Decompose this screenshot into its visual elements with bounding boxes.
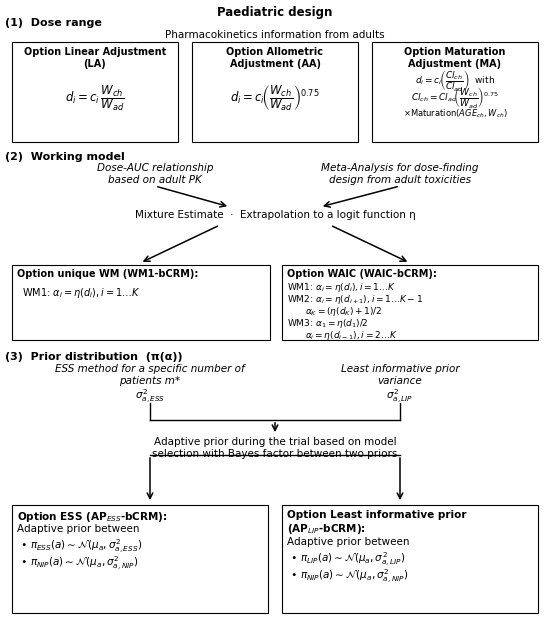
FancyBboxPatch shape <box>282 265 538 340</box>
Text: $\bullet$: $\bullet$ <box>20 538 27 548</box>
FancyBboxPatch shape <box>282 505 538 613</box>
Text: Option Maturation
Adjustment (MA): Option Maturation Adjustment (MA) <box>404 47 505 69</box>
Text: $\sigma^2_{a,ESS}$: $\sigma^2_{a,ESS}$ <box>135 388 165 406</box>
FancyBboxPatch shape <box>192 42 358 142</box>
Text: $\bullet$: $\bullet$ <box>290 551 297 561</box>
Text: Option unique WM (WM1-bCRM):: Option unique WM (WM1-bCRM): <box>17 269 199 279</box>
Text: ESS method for a specific number of: ESS method for a specific number of <box>55 364 245 374</box>
Text: $\pi_{NIP}(a){\sim}\mathcal{N}(\mu_a, \sigma^2_{a,NIP})$: $\pi_{NIP}(a){\sim}\mathcal{N}(\mu_a, \s… <box>300 568 409 586</box>
FancyBboxPatch shape <box>12 505 268 613</box>
Text: $d_i = c_i\,\dfrac{W_{ch}}{W_{ad}}$: $d_i = c_i\,\dfrac{W_{ch}}{W_{ad}}$ <box>65 83 125 113</box>
Text: $\alpha_K = (\eta(d_K) + 1)/2$: $\alpha_K = (\eta(d_K) + 1)/2$ <box>305 305 382 318</box>
Text: WM1: $\alpha_i = \eta(d_i), i = 1 \ldots K$: WM1: $\alpha_i = \eta(d_i), i = 1 \ldots… <box>287 281 396 294</box>
Text: (2)  Working model: (2) Working model <box>5 152 125 162</box>
Text: $\sigma^2_{a,LIP}$: $\sigma^2_{a,LIP}$ <box>386 388 414 406</box>
Text: $\pi_{NIP}(a){\sim}\mathcal{N}(\mu_a, \sigma^2_{a,NIP})$: $\pi_{NIP}(a){\sim}\mathcal{N}(\mu_a, \s… <box>30 555 139 573</box>
Text: Dose-AUC relationship
based on adult PK: Dose-AUC relationship based on adult PK <box>97 163 213 185</box>
Text: $\pi_{LIP}(a){\sim}\mathcal{N}(\mu_a, \sigma^2_{a,LIP})$: $\pi_{LIP}(a){\sim}\mathcal{N}(\mu_a, \s… <box>300 551 406 569</box>
Text: Option Allometric
Adjustment (AA): Option Allometric Adjustment (AA) <box>227 47 323 69</box>
Text: WM3: $\alpha_1 = \eta(d_1)/2$: WM3: $\alpha_1 = \eta(d_1)/2$ <box>287 317 368 330</box>
Text: Pharmacokinetics information from adults: Pharmacokinetics information from adults <box>165 30 385 40</box>
Text: $Cl_{ch} = Cl_{ad}\!\left(\dfrac{W_{ch}}{W_{ad}}\right)^{0.75}$: $Cl_{ch} = Cl_{ad}\!\left(\dfrac{W_{ch}}… <box>411 85 499 110</box>
FancyBboxPatch shape <box>12 42 178 142</box>
Text: (3)  Prior distribution  (π(α)): (3) Prior distribution (π(α)) <box>5 352 183 362</box>
Text: Paediatric design: Paediatric design <box>217 6 333 19</box>
Text: Least informative prior: Least informative prior <box>340 364 459 374</box>
Text: $\times\mathrm{Maturation}(AGE_{ch},W_{ch})$: $\times\mathrm{Maturation}(AGE_{ch},W_{c… <box>403 108 508 121</box>
Text: WM2: $\alpha_i = \eta(d_{i+1}), i = 1 \ldots K-1$: WM2: $\alpha_i = \eta(d_{i+1}), i = 1 \l… <box>287 293 423 306</box>
Text: Adaptive prior between: Adaptive prior between <box>17 524 140 534</box>
Text: Option Least informative prior: Option Least informative prior <box>287 510 466 520</box>
Text: $\bullet$: $\bullet$ <box>20 555 27 565</box>
Text: Option ESS (AP$_{ESS}$-bCRM):: Option ESS (AP$_{ESS}$-bCRM): <box>17 510 168 524</box>
Text: variance: variance <box>378 376 422 386</box>
Text: Mixture Estimate  ·  Extrapolation to a logit function η: Mixture Estimate · Extrapolation to a lo… <box>135 210 415 220</box>
Text: (AP$_{LIP}$-bCRM):: (AP$_{LIP}$-bCRM): <box>287 522 366 536</box>
Text: (1)  Dose range: (1) Dose range <box>5 18 102 28</box>
Text: patients m*: patients m* <box>119 376 180 386</box>
Text: Meta-Analysis for dose-finding
design from adult toxicities: Meta-Analysis for dose-finding design fr… <box>321 163 478 185</box>
Text: Adaptive prior between: Adaptive prior between <box>287 537 410 547</box>
Text: $\alpha_i = \eta(d_{i-1}), i = 2 \ldots K$: $\alpha_i = \eta(d_{i-1}), i = 2 \ldots … <box>305 329 398 342</box>
Text: Adaptive prior during the trial based on model
selection with Bayes factor betwe: Adaptive prior during the trial based on… <box>152 437 398 458</box>
FancyBboxPatch shape <box>372 42 538 142</box>
Text: $d_i = c_i\!\left(\dfrac{Cl_{ch}}{Cl_{ad}}\right)$  with: $d_i = c_i\!\left(\dfrac{Cl_{ch}}{Cl_{ad… <box>415 68 495 93</box>
Text: $\pi_{ESS}(a){\sim}\mathcal{N}(\mu_a, \sigma^2_{a,ESS})$: $\pi_{ESS}(a){\sim}\mathcal{N}(\mu_a, \s… <box>30 538 142 556</box>
Text: $d_i = c_i\!\left(\dfrac{W_{ch}}{W_{ad}}\right)^{0.75}$: $d_i = c_i\!\left(\dfrac{W_{ch}}{W_{ad}}… <box>230 83 320 113</box>
Text: Option Linear Adjustment
(LA): Option Linear Adjustment (LA) <box>24 47 166 69</box>
Text: $\bullet$: $\bullet$ <box>290 568 297 578</box>
Text: Option WAIC (WAIC-bCRM):: Option WAIC (WAIC-bCRM): <box>287 269 437 279</box>
Text: WM1: $\alpha_i = \eta(d_i), i = 1 \ldots K$: WM1: $\alpha_i = \eta(d_i), i = 1 \ldots… <box>22 286 140 300</box>
FancyBboxPatch shape <box>12 265 270 340</box>
